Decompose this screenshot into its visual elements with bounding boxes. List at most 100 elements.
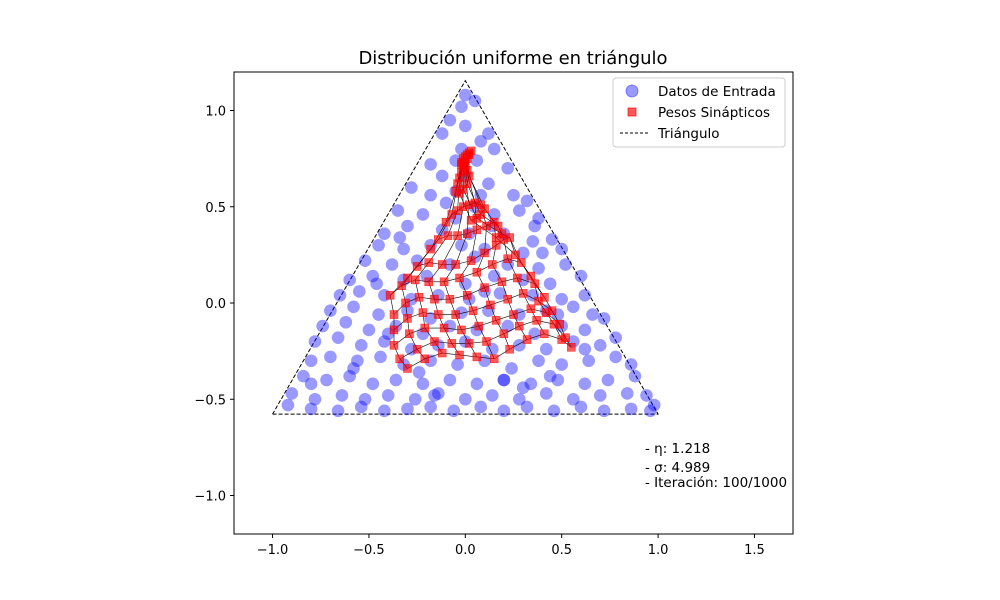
- input-point: [370, 277, 383, 291]
- input-point: [304, 402, 318, 416]
- weight-point: [439, 323, 449, 333]
- weight-point: [424, 258, 433, 267]
- input-point: [416, 377, 430, 391]
- input-point: [428, 389, 441, 402]
- y-tick-label: 0.0: [205, 297, 226, 312]
- input-point: [566, 392, 580, 406]
- input-point: [372, 308, 385, 321]
- weights-layer: [385, 146, 576, 373]
- weight-point: [412, 344, 422, 354]
- weight-point: [426, 244, 435, 254]
- input-point: [470, 377, 484, 391]
- input-point: [424, 312, 437, 325]
- input-point: [609, 331, 622, 344]
- input-point: [397, 242, 410, 256]
- legend-triangle-label: Triángulo: [657, 126, 720, 142]
- input-point: [520, 194, 534, 208]
- input-point: [536, 246, 549, 260]
- input-point: [543, 277, 557, 291]
- input-point: [485, 389, 499, 402]
- chart-title: Distribución uniforme en triángulo: [358, 48, 667, 69]
- input-point: [362, 323, 376, 337]
- input-point: [520, 400, 534, 414]
- legend-box: [612, 77, 786, 148]
- input-point: [582, 354, 595, 368]
- input-point: [304, 377, 318, 391]
- input-point: [497, 404, 511, 418]
- weight-point: [437, 260, 447, 269]
- input-point: [354, 339, 368, 352]
- input-point: [601, 373, 615, 387]
- weight-point: [455, 350, 464, 360]
- weight-point: [405, 329, 414, 339]
- weight-point: [468, 306, 478, 315]
- sigma-annotation: - σ: 4.989: [645, 460, 710, 476]
- weight-point: [513, 273, 522, 283]
- weight-point: [526, 271, 536, 281]
- input-point: [532, 212, 545, 225]
- input-point: [543, 369, 557, 383]
- input-point: [559, 258, 572, 271]
- input-point: [335, 389, 349, 402]
- input-point: [628, 369, 642, 383]
- input-point: [352, 285, 366, 298]
- weight-point: [430, 337, 439, 346]
- weight-point: [489, 354, 499, 364]
- weight-point: [505, 344, 514, 354]
- input-point: [497, 373, 511, 387]
- input-point: [435, 127, 449, 140]
- input-point: [474, 188, 488, 202]
- input-point: [555, 242, 568, 256]
- legend-weights-label: Pesos Sinápticos: [658, 105, 770, 121]
- input-point: [512, 204, 526, 217]
- x-axis-ticks: −1.0 −0.5 0.0 0.5 1.0 1.5: [257, 534, 765, 558]
- input-point: [516, 246, 530, 260]
- weight-point: [455, 273, 464, 283]
- input-point: [516, 381, 530, 395]
- input-point: [624, 358, 638, 371]
- iteration-annotation: - Iteración: 100/1000: [645, 475, 787, 491]
- input-point: [555, 292, 568, 306]
- weight-point: [451, 310, 460, 319]
- input-point: [555, 358, 568, 371]
- weight-point: [462, 291, 472, 300]
- input-point: [354, 400, 368, 414]
- input-point: [493, 287, 507, 300]
- input-point: [487, 269, 501, 283]
- weight-point: [453, 231, 462, 240]
- legend-input-marker: [625, 84, 639, 98]
- weight-point: [401, 298, 410, 308]
- weight-point: [522, 335, 532, 344]
- weight-point: [462, 229, 472, 238]
- input-point: [358, 254, 372, 267]
- input-point: [424, 158, 437, 171]
- input-point: [526, 235, 540, 248]
- input-point: [432, 387, 445, 400]
- weight-point: [439, 277, 449, 287]
- input-point: [474, 400, 488, 414]
- weight-point: [434, 235, 443, 244]
- input-point: [609, 350, 622, 364]
- weight-point: [480, 248, 489, 258]
- input-point: [331, 331, 345, 344]
- input-point: [578, 323, 592, 337]
- weight-point: [430, 294, 439, 304]
- weight-point: [441, 217, 451, 227]
- input-point: [551, 373, 565, 387]
- input-point: [578, 377, 592, 391]
- input-point: [468, 94, 482, 108]
- input-point: [501, 161, 515, 175]
- x-tick-label: 1.5: [744, 543, 765, 558]
- input-point: [435, 169, 449, 183]
- weight-point: [472, 352, 482, 362]
- input-point: [351, 354, 364, 368]
- input-point: [497, 373, 511, 387]
- weight-point: [464, 339, 474, 348]
- weight-point: [397, 281, 406, 290]
- input-point: [331, 404, 345, 418]
- weight-point: [385, 291, 395, 300]
- input-point: [324, 304, 337, 318]
- weight-point: [499, 329, 509, 339]
- weight-point: [503, 294, 512, 304]
- weight-point: [555, 319, 565, 329]
